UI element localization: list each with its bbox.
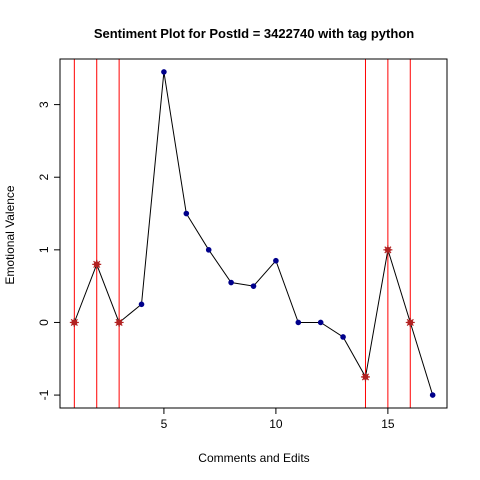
x-axis-label: Comments and Edits xyxy=(198,451,309,465)
data-point-13 xyxy=(340,334,346,340)
data-point-9 xyxy=(250,283,257,289)
data-point-event-14 xyxy=(360,372,370,382)
data-point-event-2 xyxy=(92,259,102,269)
x-tick-label-15: 15 xyxy=(381,417,395,431)
x-tick-label-10: 10 xyxy=(269,417,283,431)
data-point-6 xyxy=(183,210,190,217)
y-tick-label--1: -1 xyxy=(37,389,51,400)
chart-title: Sentiment Plot for PostId = 3422740 with… xyxy=(94,26,414,41)
data-point-8 xyxy=(228,279,234,286)
x-tick-label-5: 5 xyxy=(161,417,168,431)
y-tick-label-3: 3 xyxy=(37,101,51,108)
data-point-12 xyxy=(317,319,324,326)
data-point-event-3 xyxy=(114,317,124,327)
data-point-11 xyxy=(295,319,302,326)
data-point-10 xyxy=(273,257,279,264)
plot-area: 5 10 15 -1 0 1 2 3 xyxy=(37,58,448,431)
y-tick-label-0: 0 xyxy=(37,319,51,326)
series-line xyxy=(73,71,434,396)
data-point-4 xyxy=(138,301,145,308)
data-point-5 xyxy=(161,69,167,75)
y-tick-label-2: 2 xyxy=(37,174,51,181)
data-point-event-1 xyxy=(69,317,79,327)
y-axis-label: Emotional Valence xyxy=(3,185,17,284)
data-point-event-15 xyxy=(383,245,393,255)
data-point-event-16 xyxy=(405,317,415,327)
y-tick-label-1: 1 xyxy=(37,246,51,253)
plot-frame xyxy=(59,58,448,409)
data-point-17 xyxy=(429,392,436,398)
data-point-7 xyxy=(205,247,212,253)
